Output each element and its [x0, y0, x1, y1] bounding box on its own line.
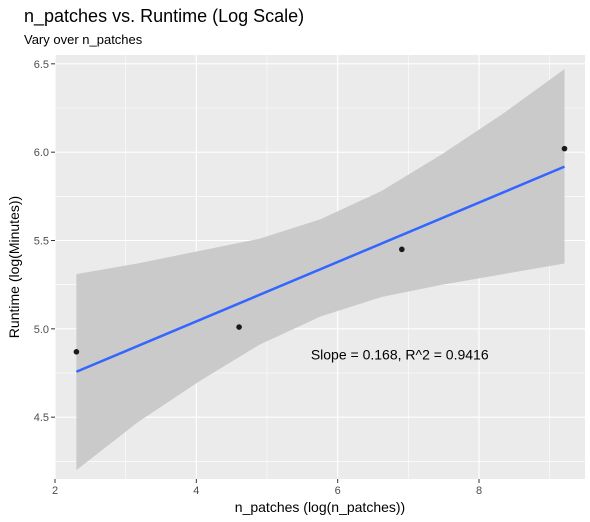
x-tick-label-3: 8: [476, 485, 482, 497]
y-tick-label-3: 6.0: [34, 147, 49, 159]
chart-subtitle: Vary over n_patches: [24, 32, 143, 47]
y-tick-label-4: 6.5: [34, 59, 49, 71]
chart-title: n_patches vs. Runtime (Log Scale): [24, 6, 304, 27]
data-point-3: [561, 145, 568, 152]
y-tick-label-0: 4.5: [34, 412, 49, 424]
y-axis-title: Runtime (log(Minutes)): [6, 196, 22, 338]
fit-line: [75, 165, 565, 373]
x-tick-label-1: 4: [193, 485, 199, 497]
y-tick-label-2: 5.5: [34, 236, 49, 248]
data-point-0: [73, 349, 80, 355]
x-tick-label-2: 6: [335, 485, 341, 497]
fit-annotation: Slope = 0.168, R^2 = 0.9416: [311, 346, 489, 362]
data-points: [73, 145, 568, 355]
data-point-2: [399, 246, 405, 253]
data-point-1: [236, 324, 242, 330]
x-tick-label-0: 2: [52, 485, 58, 497]
x-axis-title: n_patches (log(n_patches)): [235, 499, 405, 515]
y-axis-ticks: 4.5 5.0 5.5 6.0 6.5: [34, 59, 55, 424]
y-tick-label-1: 5.0: [34, 324, 49, 336]
x-axis-ticks: 2 4 6 8: [52, 479, 482, 497]
